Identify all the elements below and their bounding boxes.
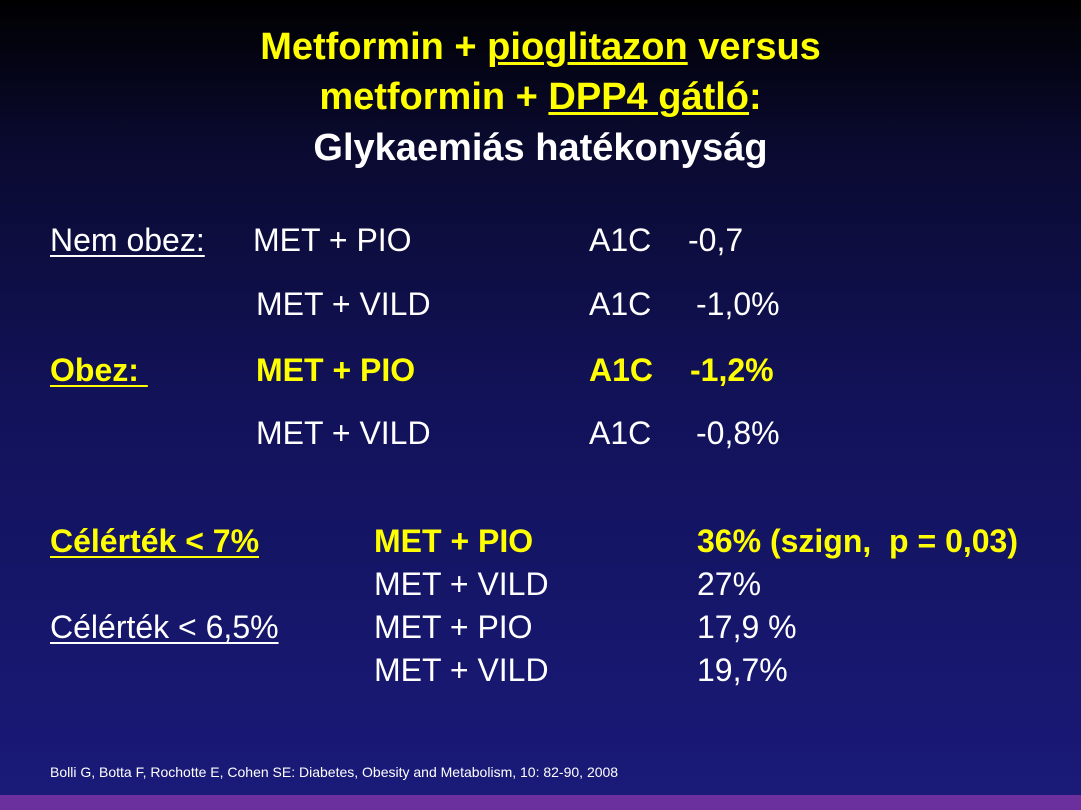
group-label-nem-obez: Nem obez: (50, 222, 205, 258)
treatment-cell: MET + VILD (256, 415, 431, 451)
target-label-6-5: Célérték < 6,5% (50, 609, 279, 645)
title-line-2-suffix: : (749, 76, 762, 118)
measure-cell-highlight: A1C (589, 352, 654, 388)
value-cell: -1,0% (696, 286, 780, 322)
target-value: 27% (697, 566, 762, 602)
bottom-bar (0, 795, 1081, 810)
target-value: 17,9 % (697, 609, 797, 645)
treatment-cell-highlight: MET + PIO (256, 352, 416, 388)
title-line-2-underlined: DPP4 gátló (548, 76, 750, 118)
value-cell: -0,8% (696, 415, 780, 451)
treatment-cell: MET + VILD (256, 286, 431, 322)
title-line-3: Glykaemiás hatékonyság (313, 127, 768, 169)
reference-citation: Bolli G, Botta F, Rochotte E, Cohen SE: … (50, 764, 619, 780)
title-line-2-prefix: metformin + (319, 76, 549, 118)
group-label-obez: Obez: (50, 352, 148, 388)
value-cell: -0,7 (688, 222, 744, 258)
title-line-1: Metformin + pioglitazon versus (0, 28, 1081, 66)
target-value-highlight: 36% (szign, p = 0,03) (697, 523, 1018, 559)
target-label-7: Célérték < 7% (50, 523, 260, 559)
measure-cell: A1C (589, 286, 652, 322)
title-line-1-prefix: Metformin + (260, 26, 488, 68)
target-treatment: MET + VILD (374, 652, 549, 688)
measure-cell: A1C (589, 415, 652, 451)
target-treatment: MET + PIO (374, 609, 533, 645)
target-treatment: MET + VILD (374, 566, 549, 602)
title-line-2: metformin + DPP4 gátló: (0, 78, 1081, 116)
measure-cell: A1C (589, 222, 652, 258)
treatment-cell: MET + PIO (253, 222, 412, 258)
title-line-1-suffix: versus (687, 26, 821, 68)
target-treatment-highlight: MET + PIO (374, 523, 534, 559)
target-value: 19,7% (697, 652, 788, 688)
title-line-1-underlined: pioglitazon (487, 26, 688, 68)
value-cell-highlight: -1,2% (690, 352, 774, 388)
